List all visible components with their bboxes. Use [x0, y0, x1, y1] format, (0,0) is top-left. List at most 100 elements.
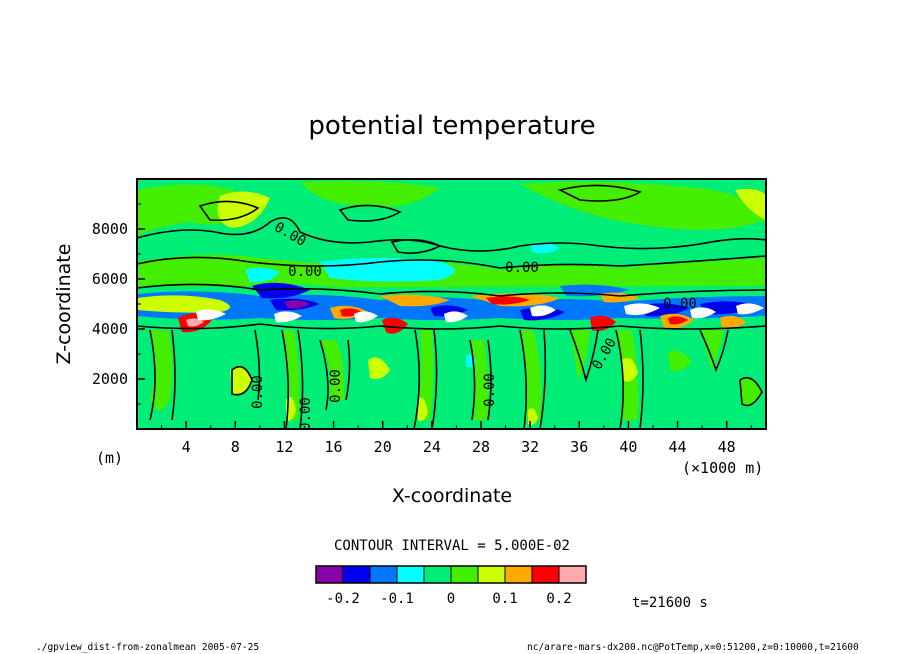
contour-line [231, 365, 253, 396]
x-tick-label: 28 [472, 438, 490, 456]
x-unit-left: (m) [96, 449, 123, 467]
field-patch [668, 350, 692, 371]
contour-line [699, 329, 729, 373]
contour-lines [137, 184, 766, 429]
contour-label: 0.00 [328, 369, 344, 403]
contour-line [198, 200, 260, 222]
field-patch [418, 397, 428, 421]
field-patch [668, 316, 688, 325]
field-patch [380, 294, 450, 307]
colorbar-swatch [477, 565, 506, 584]
field-patch [530, 242, 560, 254]
colorbar-swatch [369, 565, 398, 584]
x-tick-label: 20 [374, 438, 392, 456]
field-patch [252, 282, 310, 299]
contour-line [739, 376, 763, 407]
field-patch [520, 181, 766, 230]
x-tick-label: 24 [423, 438, 441, 456]
field-patch [486, 296, 530, 305]
x-tick-label: 12 [275, 438, 293, 456]
contour-line [487, 339, 492, 421]
contour-line [519, 329, 528, 429]
field-patch [196, 309, 226, 321]
y-tick-label: 8000 [92, 220, 128, 238]
colorbar-swatch [396, 565, 425, 584]
x-unit-right: (×1000 m) [682, 459, 763, 477]
field-patch [137, 295, 230, 313]
colorbar-swatch [423, 565, 452, 584]
contour-line [615, 329, 624, 429]
field-patch [150, 330, 173, 410]
x-axis-label: X-coordinate [392, 485, 512, 507]
contour-interval: CONTOUR INTERVAL = 5.000E-02 [334, 538, 570, 554]
time-label: t=21600 s [632, 595, 708, 611]
field-patch [520, 330, 542, 420]
contour-line [345, 339, 351, 401]
contour-label: 0.00 [505, 260, 539, 276]
field-patch [354, 311, 378, 323]
contour-line [469, 339, 476, 421]
contour-line [390, 238, 442, 254]
contour-line [431, 329, 438, 429]
y-tick-label: 2000 [92, 370, 128, 388]
x-tick-label: 44 [669, 438, 687, 456]
field-patch [274, 311, 302, 323]
field-patch [528, 408, 538, 426]
x-tick-label: 16 [325, 438, 343, 456]
y-axis-label: Z-coordinate [53, 244, 75, 365]
field-patch [444, 311, 468, 323]
field-patch [740, 377, 762, 406]
y-tick-label: 4000 [92, 320, 128, 338]
contour-line [137, 255, 766, 269]
y-axis: 2000 4000 6000 8000 [92, 203, 145, 405]
colorbar-swatch [315, 565, 344, 584]
field-patch [186, 318, 204, 327]
contour-line [319, 339, 329, 411]
contour-label: 0.00 [250, 375, 266, 409]
field-patch [300, 180, 440, 208]
field-patch [736, 303, 764, 315]
contour-line [254, 329, 261, 401]
field-patch [284, 300, 310, 309]
x-tick-label: 36 [570, 438, 588, 456]
y-tick-label: 6000 [92, 270, 128, 288]
field-patch [735, 188, 766, 220]
x-tick-label: 48 [718, 438, 736, 456]
contour-line [137, 323, 766, 330]
contour-line [137, 283, 766, 297]
field-patch [230, 366, 252, 395]
contour-line [297, 329, 304, 429]
contour-label: 0.00 [288, 264, 322, 280]
contour-line [137, 216, 766, 252]
field-patch [622, 357, 638, 382]
contour-line [149, 329, 156, 421]
field-patch [720, 315, 746, 330]
field-patch [624, 303, 660, 316]
contour-line [557, 184, 642, 202]
field-patch [700, 330, 724, 370]
x-axis: 4 8 12 16 20 24 28 32 36 40 44 48 [161, 421, 752, 456]
footer-left: ./gpview_dist-from-zonalmean 2005-07-25 [36, 642, 259, 653]
colorbar-swatch [342, 565, 371, 584]
field-patch [690, 307, 716, 319]
colorbar-frame [315, 565, 587, 584]
field-patch [245, 267, 280, 283]
contour-line [281, 329, 290, 429]
colorbar-tick-label: -0.2 [326, 591, 360, 607]
contour-label: 0.00 [482, 373, 498, 407]
x-tick-label: 8 [231, 438, 240, 456]
colorbar-tick-label: -0.1 [380, 591, 414, 607]
chart-title: potential temperature [308, 111, 595, 141]
contour-line [639, 329, 644, 429]
contour-line [171, 329, 176, 421]
field-patch [320, 340, 345, 400]
contour-line [569, 329, 599, 383]
colorbar-tick-label: 0.2 [546, 591, 571, 607]
x-tick-label: 32 [521, 438, 539, 456]
colorbar-tick-label: 0 [447, 591, 455, 607]
contour-line [539, 329, 547, 429]
plot-area [137, 179, 766, 429]
footer-right: nc/arare-mars-dx200.nc@PotTemp,x=0:51200… [527, 642, 859, 653]
colorbar: -0.2 -0.1 0 0.1 0.2 [315, 565, 587, 607]
